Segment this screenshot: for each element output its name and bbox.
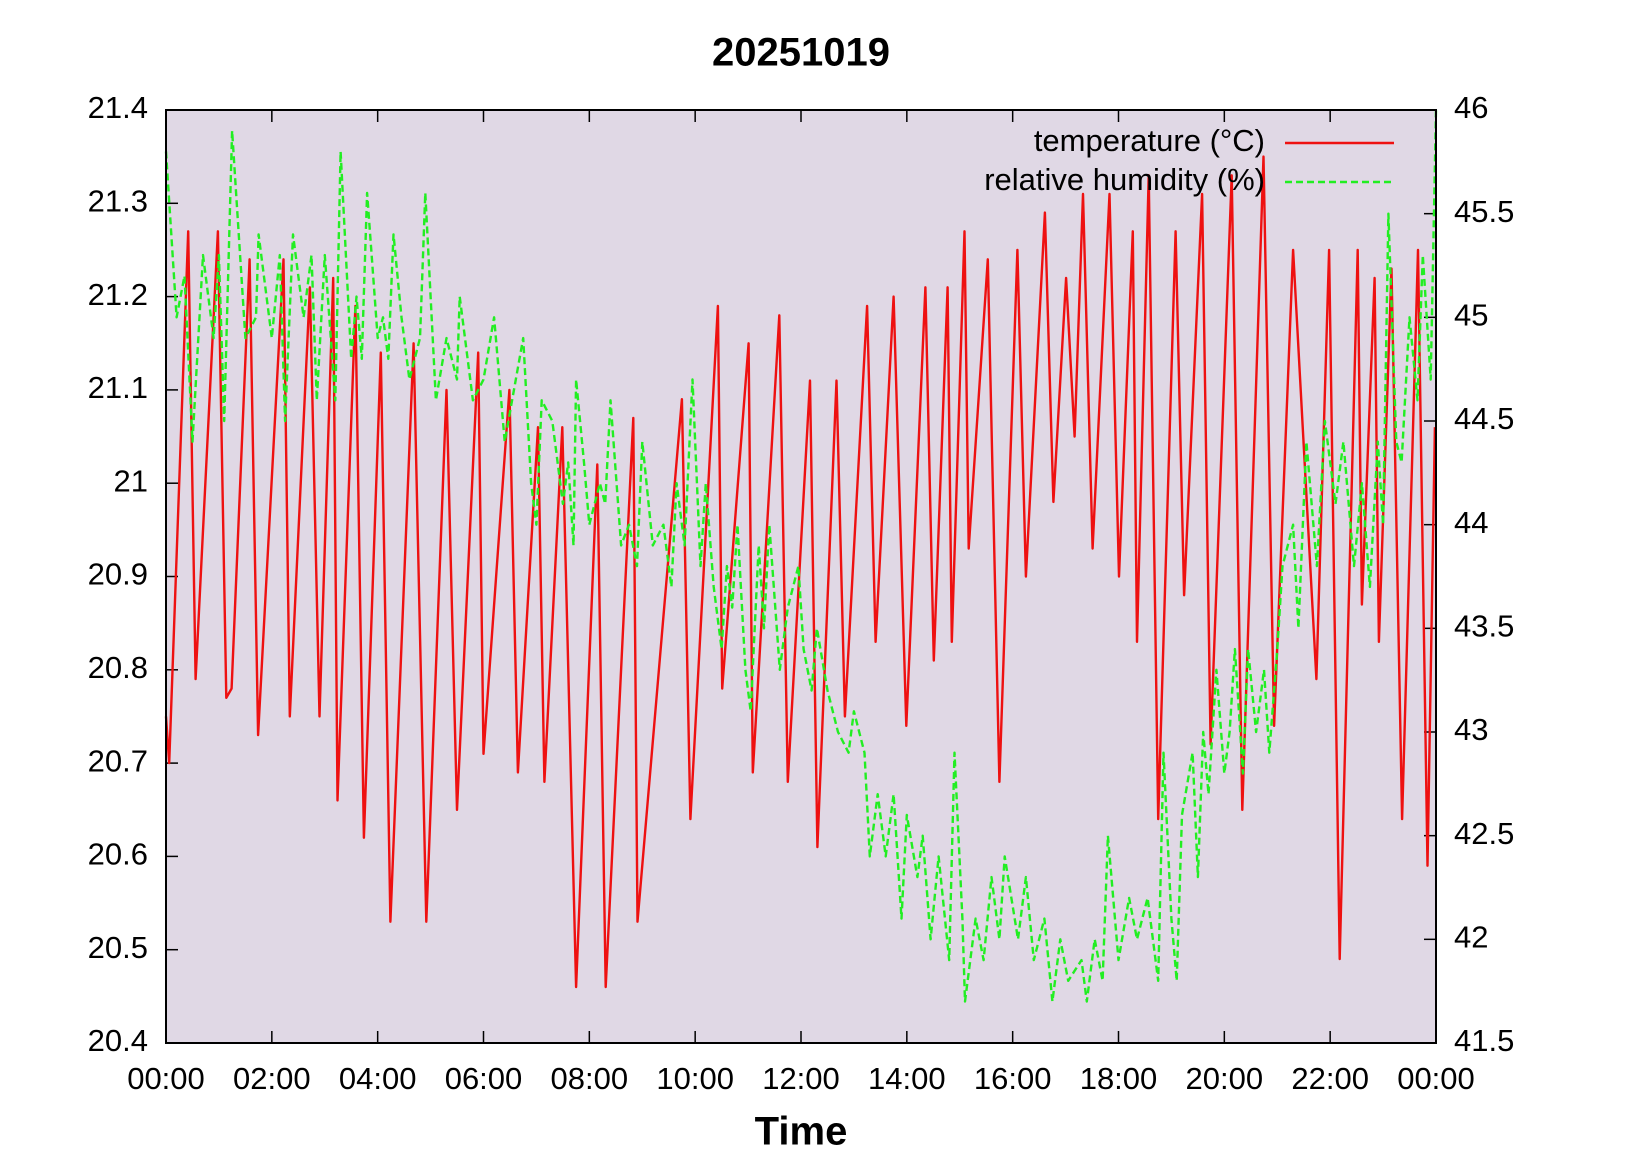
y-tick-label: 20.4 — [88, 1023, 148, 1058]
y-tick-label: 20.5 — [88, 930, 148, 965]
humidity-line — [164, 109, 1438, 1003]
legend-label: temperature (°C) — [1034, 123, 1265, 158]
x-tick-label: 00:00 — [1397, 1061, 1475, 1096]
x-tick-label: 20:00 — [1186, 1061, 1264, 1096]
x-axis-label: Time — [755, 1110, 848, 1154]
y-tick-label: 20.9 — [88, 557, 148, 592]
y-tick-label: 21.1 — [88, 370, 148, 405]
plot-background — [166, 110, 1436, 1043]
y2-tick-label: 43.5 — [1454, 609, 1514, 644]
y-tick-label: 20.7 — [88, 743, 148, 778]
y-tick-label: 20.8 — [88, 650, 148, 685]
y2-tick-label: 42.5 — [1454, 816, 1514, 851]
x-tick-label: 18:00 — [1080, 1061, 1158, 1096]
y2-tick-label: 42 — [1454, 920, 1488, 955]
y2-tick-label: 44.5 — [1454, 401, 1514, 436]
y2-tick-label: 46 — [1454, 90, 1488, 125]
x-tick-label: 10:00 — [656, 1061, 734, 1096]
x-tick-label: 04:00 — [339, 1061, 417, 1096]
y-tick-label: 21.4 — [88, 90, 148, 125]
temperature-line — [164, 155, 1437, 989]
y2-tick-label: 41.5 — [1454, 1023, 1514, 1058]
y2-tick-label: 45.5 — [1454, 194, 1514, 229]
plot-frame — [165, 109, 1437, 1044]
y-tick-label: 20.6 — [88, 837, 148, 872]
chart-title: 20251019 — [712, 31, 890, 75]
x-tick-label: 16:00 — [974, 1061, 1052, 1096]
y-tick-label: 21 — [114, 463, 148, 498]
y-tick-label: 21.3 — [88, 183, 148, 218]
x-tick-label: 06:00 — [445, 1061, 523, 1096]
x-tick-label: 22:00 — [1291, 1061, 1369, 1096]
x-tick-label: 02:00 — [233, 1061, 311, 1096]
y-tick-label: 21.2 — [88, 277, 148, 312]
y2-tick-label: 45 — [1454, 298, 1488, 333]
x-tick-label: 14:00 — [868, 1061, 946, 1096]
legend-label: relative humidity (%) — [984, 162, 1265, 197]
x-tick-label: 00:00 — [127, 1061, 205, 1096]
x-tick-label: 12:00 — [762, 1061, 840, 1096]
y2-tick-label: 43 — [1454, 712, 1488, 747]
x-tick-label: 08:00 — [551, 1061, 629, 1096]
y2-tick-label: 44 — [1454, 505, 1488, 540]
